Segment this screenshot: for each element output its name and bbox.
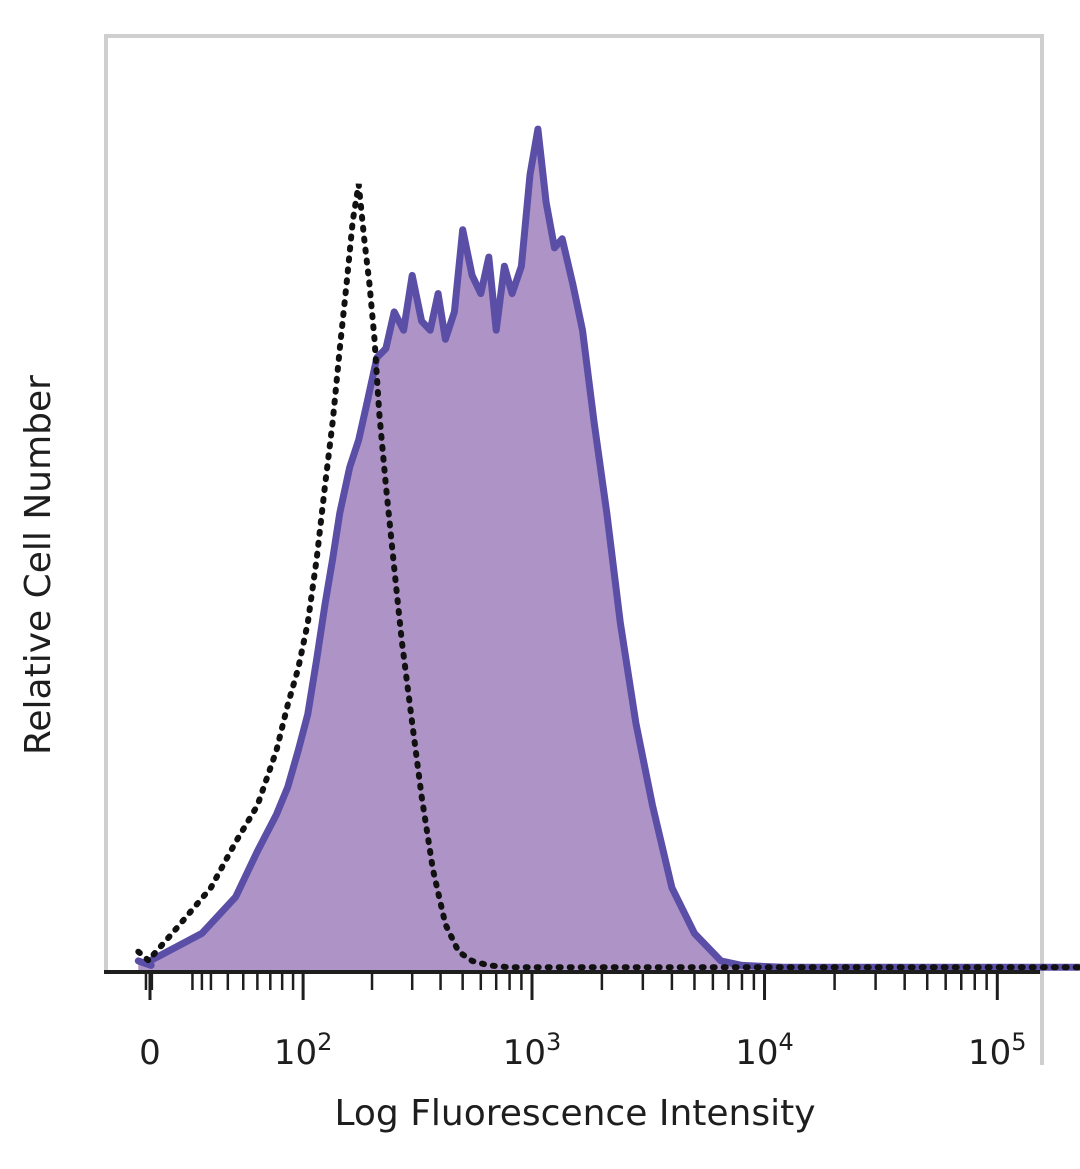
x-tick-label: 103 <box>503 1028 562 1073</box>
plot-frame <box>104 34 1044 1065</box>
plot-area <box>134 125 1080 971</box>
y-axis-title: Relative Cell Number <box>18 375 59 755</box>
x-tick-label: 0 <box>139 1033 161 1073</box>
stained-histogram-line <box>134 125 1080 971</box>
x-axis-ticks: 0 102 103 104 105 <box>139 972 1027 1073</box>
x-tick-label: 104 <box>735 1028 794 1073</box>
control-histogram-line <box>135 183 1080 971</box>
x-axis-title: Log Fluorescence Intensity <box>334 1093 815 1134</box>
x-tick-label: 105 <box>968 1028 1027 1073</box>
x-tick-label: 102 <box>274 1028 333 1073</box>
